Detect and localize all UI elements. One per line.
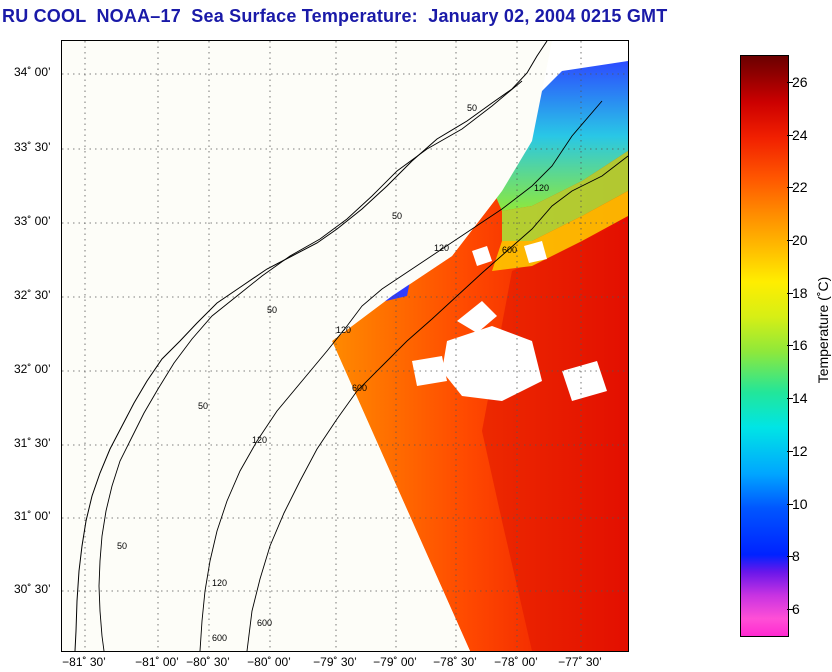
contour-label-120-a: 120: [534, 183, 549, 193]
cb-label-8: 8: [792, 548, 800, 564]
lon-label-80-00: −80˚ 00’: [247, 655, 291, 669]
lon-label-81-00: −81˚ 00’: [135, 655, 179, 669]
grid-lines: [62, 41, 628, 651]
contour-label-120-e: 120: [212, 578, 227, 588]
cb-tick-26: [787, 82, 793, 83]
contour-600: [246, 155, 628, 651]
cb-tick-20: [787, 240, 793, 241]
cb-label-26: 26: [792, 74, 808, 90]
lon-label-79-00: −79˚ 00’: [373, 655, 417, 669]
contour-label-600-d: 600: [212, 633, 227, 643]
sst-map: 50 50 50 50 50 120 120 120 120 120 600 6…: [61, 40, 629, 652]
contour-label-120-c: 120: [336, 325, 351, 335]
lon-label-81-30: −81˚ 30’: [62, 655, 106, 669]
lat-label-31-00: 31˚ 00’: [14, 509, 51, 523]
temperature-colorbar: [740, 55, 789, 637]
cb-tick-6: [787, 609, 793, 610]
cloud-6: [472, 246, 492, 266]
lat-label-32-30: 32˚ 30’: [14, 288, 51, 302]
cb-tick-12: [787, 451, 793, 452]
lon-label-78-30: −78˚ 30’: [433, 655, 477, 669]
contour-label-group: 50 50 50 50 50 120 120 120 120 120 600 6…: [117, 103, 549, 643]
cb-tick-24: [787, 135, 793, 136]
contour-label-120-d: 120: [252, 435, 267, 445]
cb-tick-16: [787, 345, 793, 346]
map-canvas: 50 50 50 50 50 120 120 120 120 120 600 6…: [62, 41, 628, 651]
cb-label-6: 6: [792, 601, 800, 617]
cb-tick-10: [787, 504, 793, 505]
contour-label-50-b: 50: [392, 211, 402, 221]
contour-label-600-b: 600: [352, 383, 367, 393]
cb-tick-22: [787, 187, 793, 188]
contour-label-50-e: 50: [117, 541, 127, 551]
coastline: [74, 41, 548, 651]
contour-label-600-c: 600: [257, 618, 272, 628]
cb-label-22: 22: [792, 179, 808, 195]
contour-label-50-c: 50: [267, 305, 277, 315]
warm-core: [482, 221, 628, 651]
contour-120: [199, 100, 603, 651]
cb-label-10: 10: [792, 496, 808, 512]
cloud-4: [457, 301, 497, 333]
lat-label-30-30: 30˚ 30’: [14, 582, 51, 596]
cloud-5: [524, 241, 547, 263]
lon-label-77-30: −77˚ 30’: [558, 655, 602, 669]
lat-label-31-30: 31˚ 30’: [14, 436, 51, 450]
cb-label-18: 18: [792, 285, 808, 301]
contour-label-600-a: 600: [502, 245, 517, 255]
lon-label-79-30: −79˚ 30’: [313, 655, 357, 669]
cb-label-14: 14: [792, 390, 808, 406]
contour-label-50-d: 50: [198, 401, 208, 411]
no-data-region: [62, 41, 552, 651]
cb-label-20: 20: [792, 232, 808, 248]
cb-tick-8: [787, 556, 793, 557]
lat-label-32-00: 32˚ 00’: [14, 362, 51, 376]
contour-label-50-a: 50: [467, 103, 477, 113]
lon-label-80-30: −80˚ 30’: [186, 655, 230, 669]
contour-50: [98, 80, 523, 651]
cb-label-16: 16: [792, 337, 808, 353]
cb-label-24: 24: [792, 127, 808, 143]
cb-label-12: 12: [792, 443, 808, 459]
contour-label-120-b: 120: [434, 243, 449, 253]
lat-label-34-00: 34˚ 00’: [14, 65, 51, 79]
cb-tick-18: [787, 293, 793, 294]
cloud-2: [412, 356, 447, 386]
colorbar-title: Temperature (˚C): [815, 276, 831, 384]
lon-label-78-00: −78˚ 00’: [494, 655, 538, 669]
lat-label-33-30: 33˚ 30’: [14, 140, 51, 154]
map-title: RU COOL NOAA–17 Sea Surface Temperature:…: [2, 6, 668, 26]
lat-label-33-00: 33˚ 00’: [14, 214, 51, 228]
cb-tick-14: [787, 398, 793, 399]
